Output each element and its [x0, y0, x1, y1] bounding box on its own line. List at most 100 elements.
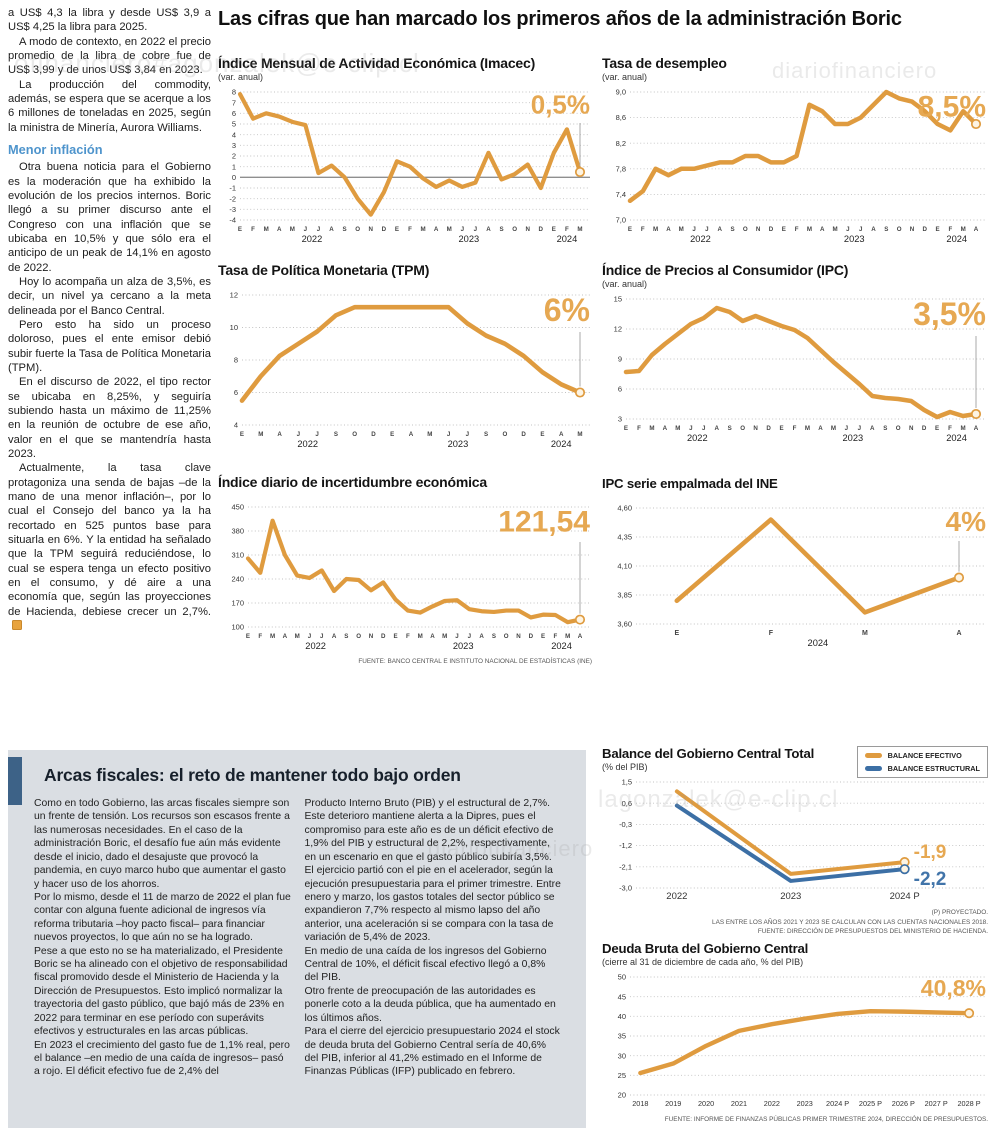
- svg-text:J: J: [474, 226, 478, 233]
- footnote: (P) PROYECTADO.: [931, 909, 988, 916]
- chart-block-balance: Balance del Gobierno Central Total (% de…: [602, 746, 988, 937]
- svg-text:O: O: [504, 633, 509, 640]
- incertidumbre-chart: 450 380 310 240 170 100 E F M A M J J A S O N D E F M A M J J A S O…: [218, 500, 592, 657]
- fiscal-section-title: Arcas fiscales: el reto de mantener todo…: [44, 765, 461, 785]
- svg-text:M: M: [675, 425, 680, 432]
- svg-text:50: 50: [618, 973, 626, 982]
- svg-text:2024: 2024: [946, 433, 967, 443]
- svg-text:E: E: [674, 630, 679, 637]
- fiscal-section: Arcas fiscales: el reto de mantener todo…: [8, 750, 586, 1128]
- svg-text:2024: 2024: [551, 439, 572, 449]
- svg-text:2022: 2022: [687, 433, 708, 443]
- svg-text:8: 8: [232, 88, 236, 97]
- svg-text:A: A: [870, 425, 875, 432]
- svg-text:9: 9: [618, 355, 622, 364]
- chart-title: Índice Mensual de Actividad Económica (I…: [218, 55, 536, 71]
- chart-title: Índice de Precios al Consumidor (IPC): [602, 262, 849, 278]
- svg-text:7,0: 7,0: [616, 216, 626, 225]
- svg-text:E: E: [246, 633, 250, 640]
- paragraph: Pese a que esto no se ha materializado, …: [34, 945, 288, 1038]
- svg-text:20: 20: [618, 1091, 626, 1100]
- svg-text:E: E: [552, 226, 556, 233]
- svg-text:15: 15: [614, 295, 622, 304]
- svg-text:M: M: [565, 633, 570, 640]
- svg-text:-2,1: -2,1: [619, 862, 632, 871]
- chart-block-imacec: Índice Mensual de Actividad Económica (I…: [218, 55, 592, 250]
- svg-text:O: O: [355, 226, 360, 233]
- svg-text:8,5%: 8,5%: [918, 91, 986, 124]
- svg-text:F: F: [406, 633, 410, 640]
- svg-text:S: S: [492, 633, 496, 640]
- svg-text:2024: 2024: [551, 641, 572, 651]
- svg-text:-1,2: -1,2: [619, 841, 632, 850]
- svg-text:3: 3: [618, 415, 622, 424]
- footnote: FUENTE: DIRECCIÓN DE PRESUPUESTOS DEL MI…: [757, 928, 988, 936]
- chart-title: Balance del Gobierno Central Total: [602, 746, 815, 761]
- svg-text:30: 30: [618, 1051, 626, 1060]
- svg-text:J: J: [858, 425, 862, 432]
- svg-text:A: A: [974, 425, 979, 432]
- article-subhead: Menor inflación: [8, 141, 103, 157]
- svg-text:E: E: [628, 226, 632, 233]
- svg-text:8: 8: [234, 356, 238, 365]
- svg-text:E: E: [238, 226, 242, 233]
- svg-text:M: M: [418, 633, 423, 640]
- svg-text:J: J: [692, 226, 696, 233]
- svg-text:O: O: [356, 633, 361, 640]
- svg-text:J: J: [320, 633, 324, 640]
- legend-swatch-estructural: [864, 766, 882, 771]
- svg-text:2023: 2023: [844, 234, 865, 244]
- svg-text:A: A: [663, 425, 668, 432]
- legend-label: BALANCE ESTRUCTURAL: [887, 764, 980, 773]
- svg-text:M: M: [258, 431, 263, 438]
- svg-text:0,5%: 0,5%: [531, 89, 590, 119]
- svg-text:N: N: [909, 425, 914, 432]
- svg-text:8,2: 8,2: [616, 139, 626, 148]
- svg-text:J: J: [317, 226, 321, 233]
- paragraph: a US$ 4,3 la libra y desde US$ 3,9 a US$…: [8, 7, 211, 34]
- svg-text:4,60: 4,60: [617, 504, 632, 513]
- svg-text:E: E: [395, 226, 399, 233]
- svg-text:2024 P: 2024 P: [826, 1099, 849, 1108]
- svg-text:A: A: [956, 630, 961, 637]
- paragraph: Hoy lo acompaña un alza de 3,5%, es deci…: [8, 275, 211, 317]
- svg-text:-1,9: -1,9: [914, 842, 947, 863]
- svg-text:J: J: [702, 425, 706, 432]
- svg-text:6: 6: [618, 385, 622, 394]
- svg-text:M: M: [649, 425, 654, 432]
- svg-text:A: A: [486, 226, 491, 233]
- chart-subtitle: (var. anual): [218, 72, 264, 82]
- chart-title: Índice diario de incertidumbre económica: [218, 474, 487, 490]
- paragraph: Para el cierre del ejercicio presupuesta…: [304, 1026, 560, 1078]
- svg-text:E: E: [782, 226, 786, 233]
- svg-text:M: M: [427, 431, 432, 438]
- ipc-empalmada-chart: 4,60 4,35 4,10 3,85 3,60 E F M A 2024 4%: [602, 501, 988, 654]
- svg-text:J: J: [461, 226, 465, 233]
- balance-chart: 1,5 0,6 -0,3 -1,2 -2,1 -3,0 2022 2023 2024 P -1,9…: [602, 775, 988, 908]
- chart-title: IPC serie empalmada del INE: [602, 476, 778, 491]
- chart-source: FUENTE: BANCO CENTRAL E INSTITUTO NACION…: [358, 658, 592, 665]
- svg-text:D: D: [766, 425, 771, 432]
- svg-text:-1: -1: [229, 184, 236, 193]
- svg-text:D: D: [923, 226, 928, 233]
- svg-text:N: N: [910, 226, 915, 233]
- svg-text:2024 P: 2024 P: [890, 891, 920, 902]
- svg-text:N: N: [753, 425, 758, 432]
- svg-text:J: J: [455, 633, 459, 640]
- chart-subtitle: (var. anual): [602, 279, 648, 289]
- svg-text:J: J: [447, 431, 451, 438]
- svg-text:2028 P: 2028 P: [958, 1099, 981, 1108]
- svg-text:2027 P: 2027 P: [925, 1099, 948, 1108]
- desempleo-chart: 9,0 8,6 8,2 7,8 7,4 7,0 E F M A M J J A S O N D E F M A M J J A S O…: [602, 85, 988, 250]
- svg-text:2024: 2024: [808, 638, 829, 648]
- svg-text:M: M: [577, 431, 582, 438]
- svg-text:S: S: [343, 226, 347, 233]
- svg-text:J: J: [466, 431, 470, 438]
- svg-text:240: 240: [231, 575, 244, 584]
- svg-text:6: 6: [232, 109, 236, 118]
- svg-text:N: N: [525, 226, 530, 233]
- svg-text:E: E: [624, 425, 628, 432]
- paragraph: Producto Interno Bruto (PIB) y el estruc…: [304, 798, 554, 863]
- svg-text:4,35: 4,35: [617, 533, 632, 542]
